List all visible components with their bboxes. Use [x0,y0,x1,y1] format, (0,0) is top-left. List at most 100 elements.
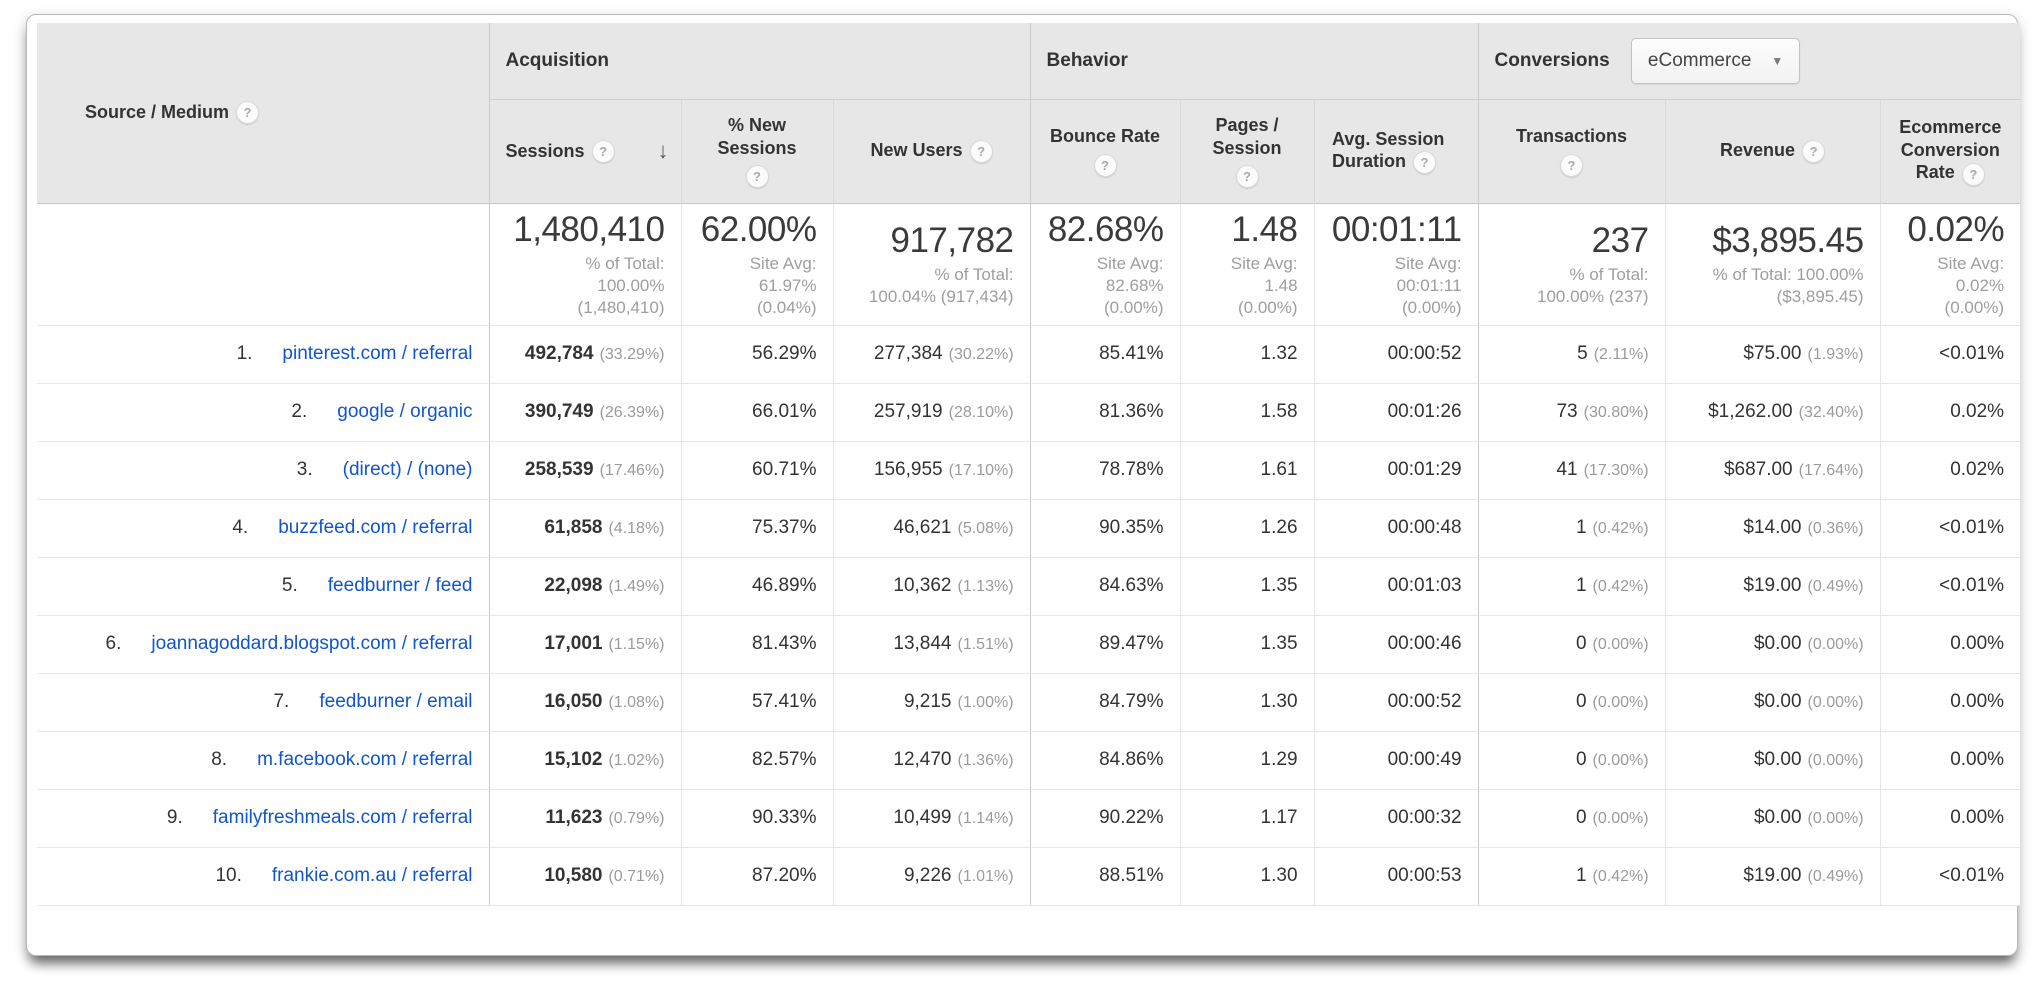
metric-value: 00:00:48 [1387,517,1462,539]
metric-cell: 89.47% [1029,615,1181,674]
col-header-new-users[interactable]: New Users? [832,98,1031,203]
col-header-transactions[interactable]: Transactions? [1477,98,1666,203]
dropdown-caret-icon: ▼ [1771,53,1784,68]
metric-cell: 00:00:49 [1313,731,1479,790]
metric-percent: (0.00%) [1592,752,1649,770]
source-medium-link[interactable]: frankie.com.au / referral [271,864,473,886]
metric-value: 5 [1577,343,1588,365]
source-medium-link[interactable]: familyfreshmeals.com / referral [212,806,473,828]
metric-cell: 0.02% [1879,441,2021,500]
metric-value: 00:00:49 [1387,749,1462,771]
source-medium-link[interactable]: buzzfeed.com / referral [278,516,473,538]
sort-desc-icon[interactable]: ↓ [657,138,669,163]
metric-value: 1.32 [1260,343,1298,365]
conversions-goal-dropdown[interactable]: eCommerce ▼ [1630,37,1801,84]
help-icon[interactable]: ? [1802,140,1826,164]
metric-percent: (33.29%) [599,346,665,364]
row-rank: 2. [291,401,308,423]
metric-value: 1.29 [1260,749,1298,771]
metric-value: 00:00:52 [1387,343,1462,365]
metric-cell: 61,858 (4.18%) [488,499,681,558]
col-header-sessions[interactable]: Sessions? ↓ [488,98,681,203]
metric-percent: (0.36%) [1807,520,1864,538]
source-medium-link[interactable]: m.facebook.com / referral [257,748,473,770]
totals-value: 1,480,410 [513,209,665,249]
metric-value: 0.00% [1950,633,2005,655]
table-row: 5. feedburner / feed 22,098 (1.49%) 46.89% 10… [37,557,2021,616]
metric-cell: 57.41% [680,673,833,732]
col-header-revenue[interactable]: Revenue? [1664,98,1881,203]
metric-percent: (32.40%) [1798,404,1864,422]
metric-percent: (0.00%) [1592,694,1649,712]
help-icon[interactable]: ? [1093,153,1117,177]
metric-percent: (1.51%) [957,636,1014,654]
metric-cell: 22,098 (1.49%) [488,557,681,616]
metric-cell: 1.61 [1179,441,1315,500]
source-medium-link[interactable]: pinterest.com / referral [282,342,473,364]
metric-value: 61,858 [544,517,603,539]
source-medium-table: Source / Medium? Acquisition Behavior Co… [37,23,2021,906]
source-medium-link[interactable]: google / organic [337,400,473,422]
totals-subtext: Site Avg: 0.02% (0.00%) [1937,253,2005,317]
totals-cell: 237% of Total: 100.00% (237) [1477,202,1666,326]
metric-percent: (5.08%) [957,520,1014,538]
row-rank: 5. [281,575,298,597]
metric-value: 1.58 [1260,401,1298,423]
metric-value: 11,623 [545,807,603,829]
metric-cell: 84.86% [1029,731,1181,790]
source-medium-link[interactable]: (direct) / (none) [342,458,473,480]
totals-empty-cell [37,202,489,326]
col-header-bounce-rate[interactable]: Bounce Rate? [1029,98,1181,203]
metric-cell: 0.00% [1879,615,2021,674]
metric-percent: (1.93%) [1807,346,1864,364]
metric-cell: 1.32 [1179,325,1315,384]
row-rank: 10. [215,865,242,887]
metric-value: 00:00:32 [1387,807,1462,829]
metric-cell: $687.00 (17.64%) [1664,441,1881,500]
help-icon[interactable]: ? [745,165,769,188]
metric-cell: 10,362 (1.13%) [832,557,1031,616]
help-icon[interactable]: ? [1413,151,1437,175]
metric-cell: 1 (0.42%) [1477,499,1666,558]
metric-cell: 0.02% [1879,383,2021,442]
source-medium-link[interactable]: feedburner / email [319,690,473,712]
help-icon[interactable]: ? [1235,165,1259,188]
col-header-pages-session[interactable]: Pages / Session? [1179,98,1315,203]
source-medium-link[interactable]: joannagoddard.blogspot.com / referral [151,632,473,654]
metric-cell: 277,384 (30.22%) [832,325,1031,384]
dropdown-selected-value: eCommerce [1647,49,1752,71]
metric-percent: (17.30%) [1583,462,1649,480]
metric-value: 10,362 [893,575,952,597]
metric-value: 73 [1556,401,1578,423]
col-header-new-sessions[interactable]: % New Sessions? [680,98,833,203]
source-medium-cell: 6. joannagoddard.blogspot.com / referral [37,615,489,674]
table-row: 2. google / organic 390,749 (26.39%) 66.01% 2… [37,383,2021,442]
help-icon[interactable]: ? [969,140,993,164]
metric-value: 0.02% [1950,459,2005,481]
totals-cell: 917,782% of Total: 100.04% (917,434) [832,202,1031,326]
metric-cell: 9,226 (1.01%) [832,847,1031,906]
metric-cell: 81.43% [680,615,833,674]
totals-subtext: % of Total: 100.00% (237) [1537,264,1649,306]
metric-percent: (1.14%) [957,810,1014,828]
metric-cell: 66.01% [680,383,833,442]
help-icon[interactable]: ? [591,139,615,163]
col-header-source-medium[interactable]: Source / Medium? [37,23,489,203]
metric-value: 90.33% [752,807,817,829]
metric-cell: 258,539 (17.46%) [488,441,681,500]
table-row: 10. frankie.com.au / referral 10,580 (0.71%… [37,847,2021,906]
source-medium-cell: 1. pinterest.com / referral [37,325,489,384]
col-header-ecommerce-conversion-rate[interactable]: Ecommerce Conversion Rate? [1879,98,2021,203]
metric-value: $0.00 [1753,633,1802,655]
col-header-avg-session-duration[interactable]: Avg. Session Duration? [1313,98,1479,203]
metric-percent: (30.22%) [948,346,1014,364]
totals-subtext: % of Total: 100.00% ($3,895.45) [1712,264,1864,306]
totals-value: $3,895.45 [1712,220,1864,260]
help-icon[interactable]: ? [1560,153,1584,177]
metric-percent: (0.00%) [1807,752,1864,770]
help-icon[interactable]: ? [236,101,260,125]
metric-value: 16,050 [544,691,603,713]
source-medium-link[interactable]: feedburner / feed [327,574,473,596]
metric-cell: 84.63% [1029,557,1181,616]
help-icon[interactable]: ? [1961,162,1985,186]
